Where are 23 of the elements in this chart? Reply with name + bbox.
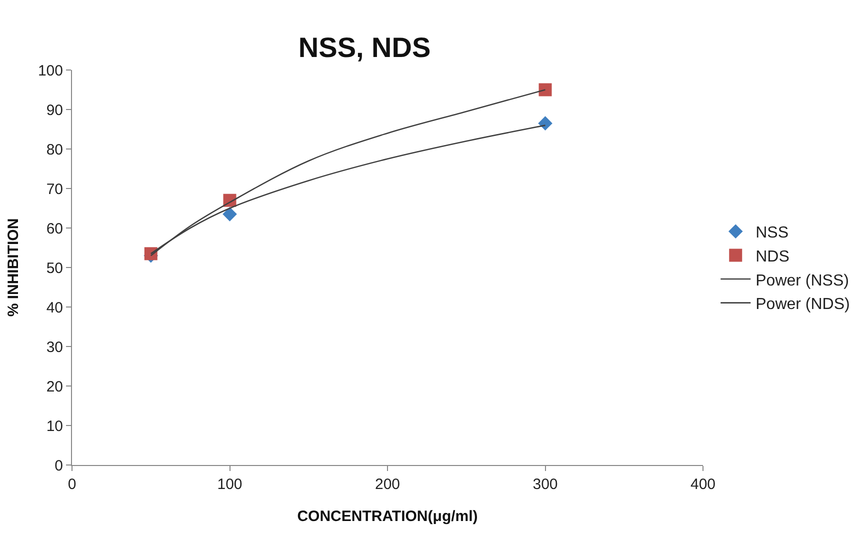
y-tick-label: 50 — [46, 260, 63, 277]
x-tick-label: 400 — [690, 476, 716, 493]
x-tick-label: 100 — [217, 476, 242, 493]
x-tick-label: 200 — [374, 476, 400, 493]
y-tick-label: 70 — [46, 180, 63, 198]
legend-label: Power (NSS) — [756, 272, 849, 290]
legend-label: Power (NDS) — [756, 296, 850, 314]
x-axis-title: CONCENTRATION(μg/ml) — [297, 508, 478, 525]
y-tick-label: 40 — [46, 299, 63, 316]
x-tick-label: 300 — [532, 476, 558, 493]
y-tick-label: 30 — [46, 338, 63, 356]
legend-label: NDS — [756, 248, 790, 266]
y-tick-label: 80 — [46, 141, 63, 158]
y-tick-label: 0 — [54, 457, 63, 474]
chart-title: NSS, NDS — [298, 32, 431, 63]
y-tick-label: 90 — [46, 102, 63, 119]
legend-label: NSS — [756, 224, 789, 242]
y-tick-label: 20 — [46, 378, 63, 396]
y-tick-label: 100 — [38, 62, 63, 80]
y-tick-label: 10 — [46, 418, 63, 435]
y-axis-title: % INHIBITION — [5, 218, 22, 317]
x-tick-label: 0 — [68, 476, 76, 493]
y-tick-label: 60 — [46, 220, 63, 238]
